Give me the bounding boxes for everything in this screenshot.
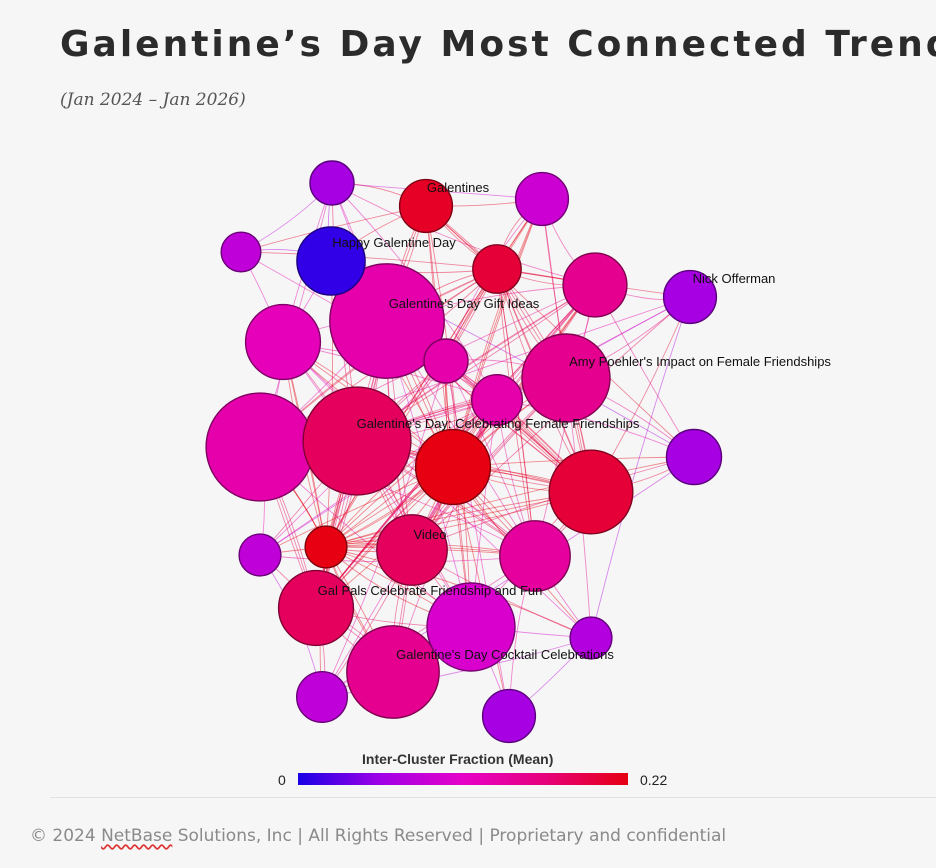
legend-title: Inter-Cluster Fraction (Mean) [362, 751, 554, 767]
graph-node-n9[interactable] [329, 263, 445, 379]
graph-node-n28[interactable] [481, 688, 537, 744]
graph-node-n27[interactable] [296, 671, 349, 724]
footer-prefix: © 2024 [30, 826, 102, 846]
graph-node-n21[interactable] [376, 514, 448, 586]
node-label-n9: Galentine's Day Gift Ideas [389, 296, 540, 311]
graph-node-n19[interactable] [238, 533, 282, 577]
graph-node-n22[interactable] [499, 520, 571, 592]
graph-edge [325, 456, 695, 548]
node-label-n23: Gal Pals Celebrate Friendship and Fun [318, 583, 543, 598]
graph-edge [425, 205, 472, 628]
footer-brand: NetBase [101, 826, 173, 846]
graph-node-n10[interactable] [562, 252, 628, 318]
graph-node-n15[interactable] [302, 386, 412, 496]
node-label-n8: Nick Offerman [693, 271, 776, 286]
graph-edge [411, 296, 691, 551]
legend-min-label: 0 [278, 772, 286, 788]
node-label-n21: Video [413, 527, 446, 542]
graph-node-n17[interactable] [665, 428, 723, 486]
graph-nodes [205, 160, 723, 744]
page-title: Galentine’s Day Most Connected Trends [60, 24, 936, 65]
footer-copyright: © 2024 NetBase Solutions, Inc | All Righ… [30, 826, 726, 846]
graph-node-n1[interactable] [309, 160, 355, 206]
graph-node-n20[interactable] [304, 525, 348, 569]
graph-edge [445, 360, 510, 717]
graph-node-n11[interactable] [423, 338, 469, 384]
page-subtitle: (Jan 2024 – Jan 2026) [60, 90, 246, 110]
node-label-n5: Happy Galentine Day [332, 235, 456, 250]
graph-node-n25[interactable] [569, 616, 613, 660]
graph-node-n3[interactable] [514, 171, 570, 227]
node-label-n2: Galentines [427, 180, 490, 195]
graph-node-n4[interactable] [220, 231, 262, 273]
graph-node-n24[interactable] [426, 582, 516, 672]
graph-labels: Galentines Happy Galentine Day Nick Offerm… [318, 180, 832, 662]
graph-node-n14[interactable] [205, 392, 315, 502]
graph-node-n23[interactable] [277, 569, 355, 647]
graph-node-n2[interactable] [398, 178, 454, 234]
graph-node-n8[interactable] [662, 269, 718, 325]
graph-node-n26[interactable] [346, 625, 440, 719]
node-label-n15: Galentine's Day: Celebrating Female Frie… [357, 416, 640, 431]
graph-node-n13[interactable] [471, 374, 524, 427]
graph-edge [425, 205, 472, 628]
footer-divider [50, 797, 936, 798]
graph-edge [325, 399, 498, 548]
graph-node-n7[interactable] [244, 303, 322, 381]
graph-edge [425, 205, 472, 628]
legend-max-label: 0.22 [640, 772, 668, 788]
graph-node-n6[interactable] [472, 244, 522, 294]
graph-node-n16[interactable] [414, 428, 492, 506]
graph-edge [590, 296, 691, 639]
graph-node-n5[interactable] [296, 226, 366, 296]
node-label-n12: Amy Poehler's Impact on Female Friendshi… [569, 354, 831, 369]
graph-edge [331, 182, 596, 286]
graph-edge [425, 205, 695, 458]
legend-color-bar [298, 773, 628, 785]
node-label-n26: Galentine's Day Cocktail Celebrations [396, 647, 614, 662]
footer-suffix: Solutions, Inc | All Rights Reserved | P… [172, 826, 727, 846]
graph-node-n18[interactable] [548, 449, 634, 535]
graph-node-n12[interactable] [521, 333, 611, 423]
graph-edge [259, 296, 691, 556]
